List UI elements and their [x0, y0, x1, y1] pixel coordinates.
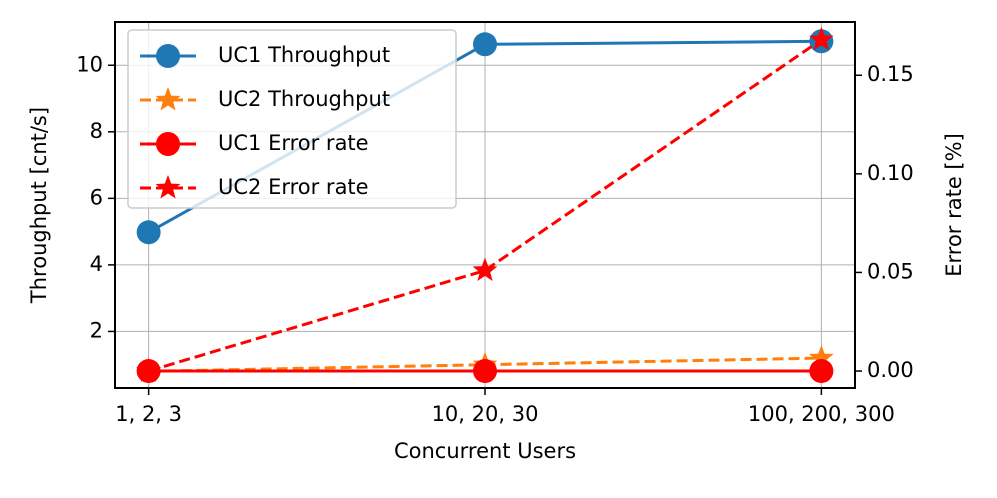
legend-label: UC2 Throughput: [218, 87, 390, 111]
marker-star: [809, 26, 834, 51]
legend-marker: [156, 132, 180, 156]
y2-tick-label: 0.10: [867, 161, 914, 185]
y-tick-label: 2: [90, 318, 103, 342]
legend-label: UC1 Throughput: [218, 43, 390, 67]
y-tick-label: 4: [90, 252, 103, 276]
legend-label: UC2 Error rate: [218, 175, 369, 199]
legend-marker: [155, 175, 181, 199]
legend-label: UC1 Error rate: [218, 131, 369, 155]
x-tick-label: 10, 20, 30: [432, 402, 539, 426]
x-tick-label: 1, 2, 3: [115, 402, 182, 426]
marker-star: [809, 345, 834, 369]
y2-tick-label: 0.00: [867, 358, 914, 382]
y-tick-label: 8: [90, 119, 103, 143]
x-tick-label: 100, 200, 300: [748, 402, 895, 426]
marker-circle: [809, 359, 834, 384]
y-tick-label: 6: [90, 185, 103, 209]
series-line: [148, 38, 823, 373]
y-tick-label: 10: [76, 52, 103, 76]
marker-star: [472, 257, 498, 281]
marker-star: [136, 358, 161, 382]
marker-circle: [473, 32, 497, 57]
x-axis-label: Concurrent Users: [394, 439, 576, 463]
legend-marker: [156, 44, 180, 68]
marker-circle: [473, 359, 497, 384]
plot-frame: [114, 21, 856, 389]
y2-tick-label: 0.05: [867, 259, 914, 283]
legend-marker: [155, 87, 181, 111]
legend-box: [127, 29, 457, 209]
y-axis-label: Throughput [cnt/s]: [27, 107, 51, 304]
marker-circle: [136, 220, 161, 245]
y2-tick-label: 0.15: [867, 62, 914, 86]
y2-axis-label: Error rate [%]: [942, 133, 966, 277]
